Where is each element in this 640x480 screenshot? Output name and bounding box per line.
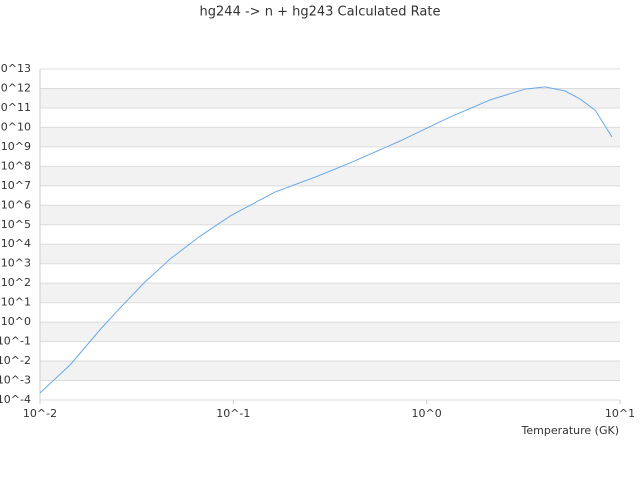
x-tick-label: 10^1 xyxy=(605,407,635,420)
y-tick-label: 10^11 xyxy=(0,101,31,114)
y-tick-label: 10^8 xyxy=(1,159,31,172)
y-tick-label: 10^6 xyxy=(1,198,31,211)
grid-band xyxy=(40,127,620,147)
chart-title: hg244 -> n + hg243 Calculated Rate xyxy=(200,5,441,20)
grid-band xyxy=(40,88,620,108)
y-tick-label: 10^7 xyxy=(1,179,31,192)
y-tick-label: 10^9 xyxy=(1,140,31,153)
y-tick-label: 10^12 xyxy=(0,81,31,94)
x-tick-label: 10^-1 xyxy=(216,407,250,420)
grid-band xyxy=(40,205,620,225)
grid-band xyxy=(40,283,620,303)
y-tick-label: 10^13 xyxy=(0,62,31,75)
y-tick-label: 10^5 xyxy=(1,218,31,231)
y-tick-label: 10^0 xyxy=(1,315,31,328)
y-tick-label: 10^-4 xyxy=(0,393,31,406)
grid-band xyxy=(40,322,620,342)
x-axis-label: Temperature (GK) xyxy=(521,424,620,437)
y-tick-label: 10^1 xyxy=(1,296,31,309)
y-tick-label: 10^-3 xyxy=(0,374,31,387)
x-tick-label: 10^0 xyxy=(412,407,442,420)
y-tick-label: 10^3 xyxy=(1,257,31,270)
y-tick-label: 10^4 xyxy=(1,237,31,250)
y-tick-label: 10^10 xyxy=(0,120,31,133)
y-tick-label: 10^-1 xyxy=(0,335,31,348)
grid-band xyxy=(40,166,620,186)
data-line xyxy=(39,86,613,394)
grid-band xyxy=(40,361,620,381)
grid-band xyxy=(40,244,620,264)
y-tick-label: 10^2 xyxy=(1,276,31,289)
x-tick-label: 10^-2 xyxy=(23,407,57,420)
y-tick-label: 10^-2 xyxy=(0,354,31,367)
